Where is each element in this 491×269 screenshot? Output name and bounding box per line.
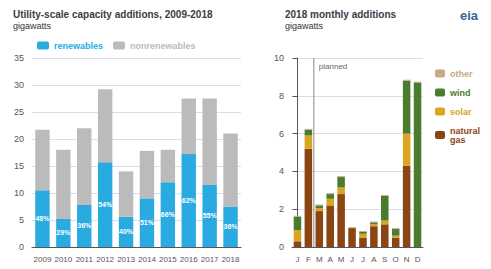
svg-text:J: J	[295, 255, 299, 264]
svg-text:A: A	[328, 255, 334, 264]
svg-text:54%: 54%	[98, 201, 113, 208]
svg-text:O: O	[393, 255, 399, 264]
svg-text:29%: 29%	[56, 229, 71, 236]
svg-text:10: 10	[14, 188, 24, 198]
svg-text:2010: 2010	[54, 255, 72, 264]
svg-text:natural: natural	[450, 125, 480, 136]
svg-text:J: J	[350, 255, 354, 264]
svg-text:36%: 36%	[224, 223, 239, 230]
svg-text:solar: solar	[450, 107, 472, 117]
svg-text:gas: gas	[450, 135, 466, 145]
svg-text:25: 25	[14, 107, 24, 117]
svg-text:0: 0	[19, 242, 24, 252]
svg-text:nonrenewables: nonrenewables	[130, 41, 196, 51]
svg-text:66%: 66%	[161, 211, 176, 218]
svg-text:planned: planned	[319, 62, 347, 71]
svg-text:0: 0	[279, 242, 284, 252]
svg-text:eia: eia	[460, 8, 479, 23]
svg-text:20: 20	[14, 134, 24, 144]
svg-text:M: M	[316, 255, 323, 264]
svg-text:2017: 2017	[201, 255, 219, 264]
svg-text:renewables: renewables	[54, 41, 103, 51]
svg-text:2014: 2014	[138, 255, 156, 264]
svg-text:Utility-scale capacity additio: Utility-scale capacity additions, 2009-2…	[13, 9, 213, 20]
svg-text:2012: 2012	[96, 255, 114, 264]
svg-text:5: 5	[19, 215, 24, 225]
svg-text:gigawatts: gigawatts	[13, 21, 52, 31]
svg-text:2011: 2011	[76, 255, 94, 264]
svg-text:S: S	[382, 255, 387, 264]
svg-text:51%: 51%	[140, 219, 155, 226]
svg-text:D: D	[415, 255, 421, 264]
svg-text:N: N	[404, 255, 410, 264]
svg-text:2013: 2013	[117, 255, 135, 264]
svg-text:36%: 36%	[77, 222, 92, 229]
svg-text:2018: 2018	[222, 255, 240, 264]
svg-text:35: 35	[14, 53, 24, 63]
svg-text:15: 15	[14, 161, 24, 171]
svg-text:J: J	[361, 255, 365, 264]
svg-text:62%: 62%	[182, 197, 197, 204]
svg-text:4: 4	[279, 166, 284, 176]
svg-text:other: other	[450, 69, 473, 79]
svg-text:8: 8	[279, 91, 284, 101]
svg-text:gigawatts: gigawatts	[285, 21, 324, 31]
svg-text:2: 2	[279, 204, 284, 214]
svg-text:wind: wind	[449, 88, 471, 98]
svg-text:F: F	[306, 255, 311, 264]
svg-text:40%: 40%	[119, 228, 134, 235]
svg-text:10: 10	[274, 53, 284, 63]
svg-text:M: M	[338, 255, 345, 264]
svg-text:30: 30	[14, 80, 24, 90]
svg-text:48%: 48%	[35, 215, 50, 222]
svg-text:6: 6	[279, 129, 284, 139]
svg-text:2018 monthly additions: 2018 monthly additions	[285, 9, 397, 20]
svg-text:2015: 2015	[159, 255, 177, 264]
svg-text:2016: 2016	[180, 255, 198, 264]
svg-text:55%: 55%	[203, 212, 218, 219]
svg-text:2009: 2009	[34, 255, 52, 264]
svg-text:A: A	[371, 255, 377, 264]
